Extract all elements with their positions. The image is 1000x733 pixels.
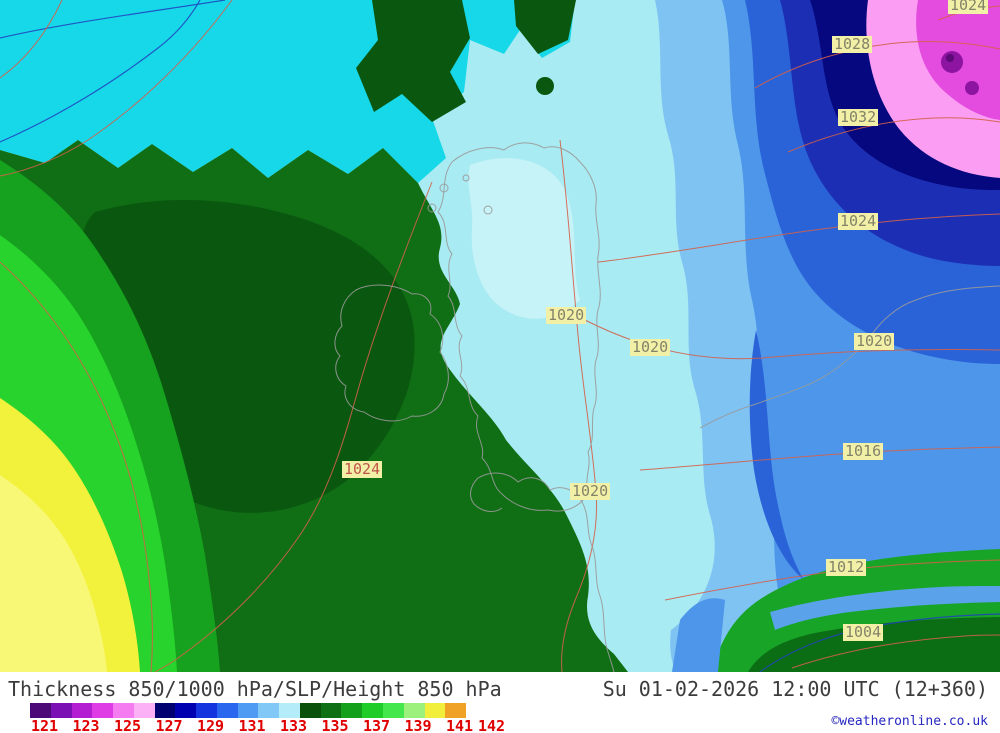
legend-tick: 141: [446, 717, 474, 733]
pressure-label: 1032: [838, 108, 879, 126]
legend-color-segment: [237, 703, 259, 718]
legend-color-segment: [154, 703, 176, 718]
legend-color-segment: [299, 703, 321, 718]
legend-color-segment: [424, 703, 446, 718]
legend-color-segment: [258, 703, 280, 718]
pressure-label: 1020: [630, 338, 671, 356]
pressure-label: 1012: [826, 558, 867, 576]
legend-color-segment: [216, 703, 238, 718]
pressure-label: 1016: [843, 442, 884, 460]
legend-color-segment: [341, 703, 363, 718]
isobar-lines-red: [0, 0, 1000, 672]
legend-color-segment: [113, 703, 134, 718]
legend-color-segment: [133, 703, 155, 718]
legend-tick: 135: [321, 717, 349, 733]
legend-tick: 137: [363, 717, 391, 733]
legend-color-segment: [30, 703, 51, 718]
map-datetime: Su 01-02-2026 12:00 UTC (12+360): [602, 677, 988, 701]
legend-color-segment: [196, 703, 217, 718]
legend-color-segment: [50, 703, 72, 718]
pressure-label: 1024: [342, 460, 383, 478]
legend-tick: 127: [155, 717, 183, 733]
copyright-link[interactable]: ©weatheronline.co.uk: [831, 714, 988, 729]
legend-color-segment: [320, 703, 342, 718]
pressure-label: 1020: [854, 332, 895, 350]
pressure-label: 1028: [832, 35, 873, 53]
legend-color-segment: [175, 703, 197, 718]
pressure-label: 1024: [948, 0, 989, 14]
pressure-label: 1024: [838, 212, 879, 230]
legend-tick: 131: [238, 717, 266, 733]
pressure-label: 1020: [570, 482, 611, 500]
weather-map-svg: [0, 0, 1000, 672]
legend-color-segment: [403, 703, 425, 718]
legend-tick: 129: [197, 717, 225, 733]
legend-color-segment: [71, 703, 93, 718]
legend-color-segment: [445, 703, 467, 718]
pressure-label: 1020: [546, 306, 587, 324]
legend-color-segment: [279, 703, 300, 718]
legend-color-segment: [92, 703, 114, 718]
legend-gradient: [30, 703, 467, 718]
legend-ticks: 121 123 125 127 129 131 133 135 137 139 141 142: [0, 717, 560, 733]
legend-color-segment: [362, 703, 384, 718]
legend-tick: 139: [404, 717, 432, 733]
legend-tick: 142: [478, 717, 506, 733]
legend-tick: 125: [114, 717, 142, 733]
map-title: Thickness 850/1000 hPa/SLP/Height 850 hP…: [8, 677, 502, 701]
map-regions: [0, 0, 1000, 672]
footer-bar: Thickness 850/1000 hPa/SLP/Height 850 hP…: [0, 672, 1000, 733]
legend-color-segment: [383, 703, 404, 718]
weather-map: 1024 1028 1032 1024 1020 1016 1012 1004 …: [0, 0, 1000, 672]
pressure-label: 1004: [843, 623, 884, 641]
legend-tick: 123: [72, 717, 100, 733]
legend-tick: 121: [31, 717, 59, 733]
legend-tick: 133: [280, 717, 308, 733]
